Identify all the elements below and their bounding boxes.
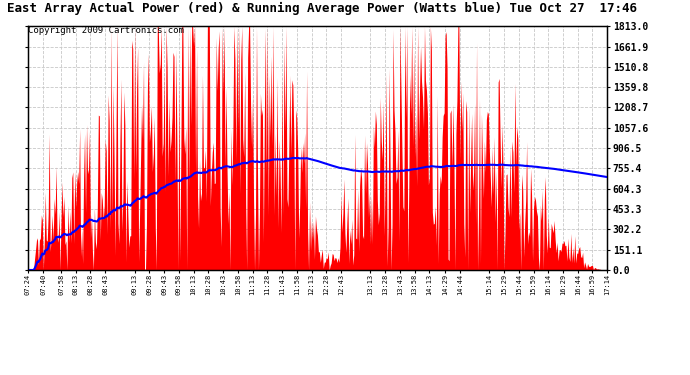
Text: Copyright 2009 Cartronics.com: Copyright 2009 Cartronics.com <box>28 26 184 35</box>
Text: East Array Actual Power (red) & Running Average Power (Watts blue) Tue Oct 27  1: East Array Actual Power (red) & Running … <box>7 2 637 15</box>
